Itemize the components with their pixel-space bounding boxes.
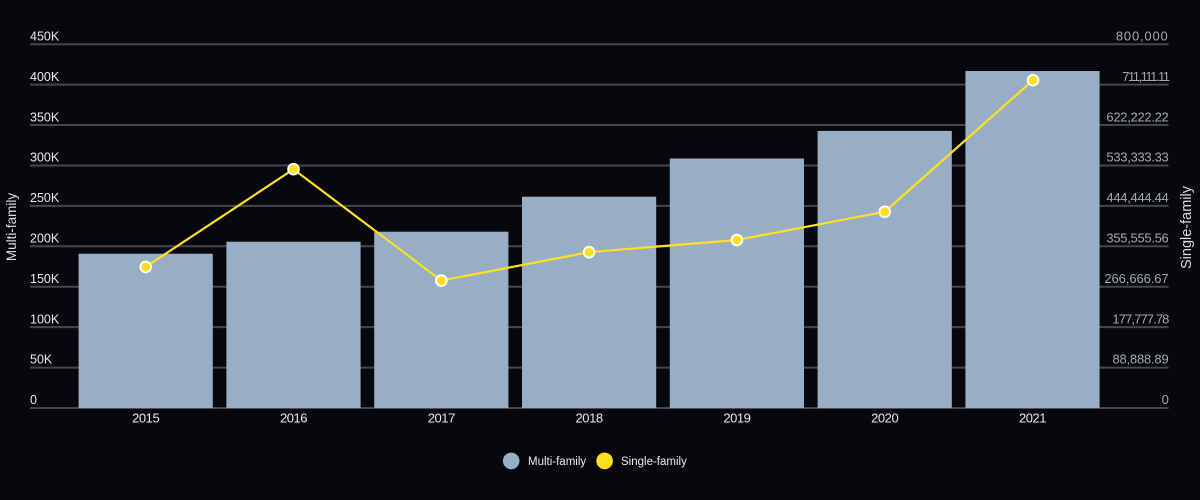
- svg-text:Multi-family: Multi-family: [4, 193, 19, 262]
- svg-text:0: 0: [1162, 392, 1169, 407]
- svg-text:800,000: 800,000: [1116, 29, 1169, 44]
- svg-text:400K: 400K: [30, 70, 60, 84]
- svg-text:150K: 150K: [30, 272, 60, 286]
- svg-text:50K: 50K: [30, 353, 53, 367]
- svg-text:533,333.33: 533,333.33: [1106, 150, 1168, 165]
- svg-text:266,666.67: 266,666.67: [1104, 271, 1168, 286]
- svg-text:711,111.11: 711,111.11: [1122, 69, 1169, 84]
- svg-text:2017: 2017: [428, 411, 455, 426]
- svg-text:300K: 300K: [30, 151, 60, 165]
- svg-text:Single-family: Single-family: [1179, 185, 1195, 269]
- svg-text:Multi-family: Multi-family: [528, 456, 586, 468]
- svg-text:2021: 2021: [1019, 411, 1046, 426]
- svg-text:2020: 2020: [871, 411, 898, 426]
- svg-text:177,777.78: 177,777.78: [1112, 311, 1169, 326]
- svg-text:250K: 250K: [30, 191, 60, 205]
- svg-text:2016: 2016: [280, 411, 307, 426]
- svg-text:450K: 450K: [30, 30, 60, 44]
- svg-text:2015: 2015: [132, 411, 159, 426]
- svg-text:355,555.56: 355,555.56: [1106, 231, 1168, 246]
- svg-text:0: 0: [30, 393, 37, 407]
- svg-text:2018: 2018: [576, 411, 603, 426]
- svg-text:100K: 100K: [30, 312, 60, 326]
- svg-text:88,888.89: 88,888.89: [1112, 352, 1168, 367]
- svg-text:350K: 350K: [30, 110, 60, 124]
- svg-text:200K: 200K: [30, 232, 60, 246]
- svg-text:Single-family: Single-family: [621, 456, 687, 468]
- svg-text:622,222.22: 622,222.22: [1106, 109, 1168, 124]
- svg-text:2019: 2019: [723, 411, 750, 426]
- svg-text:444,444.44: 444,444.44: [1106, 190, 1168, 205]
